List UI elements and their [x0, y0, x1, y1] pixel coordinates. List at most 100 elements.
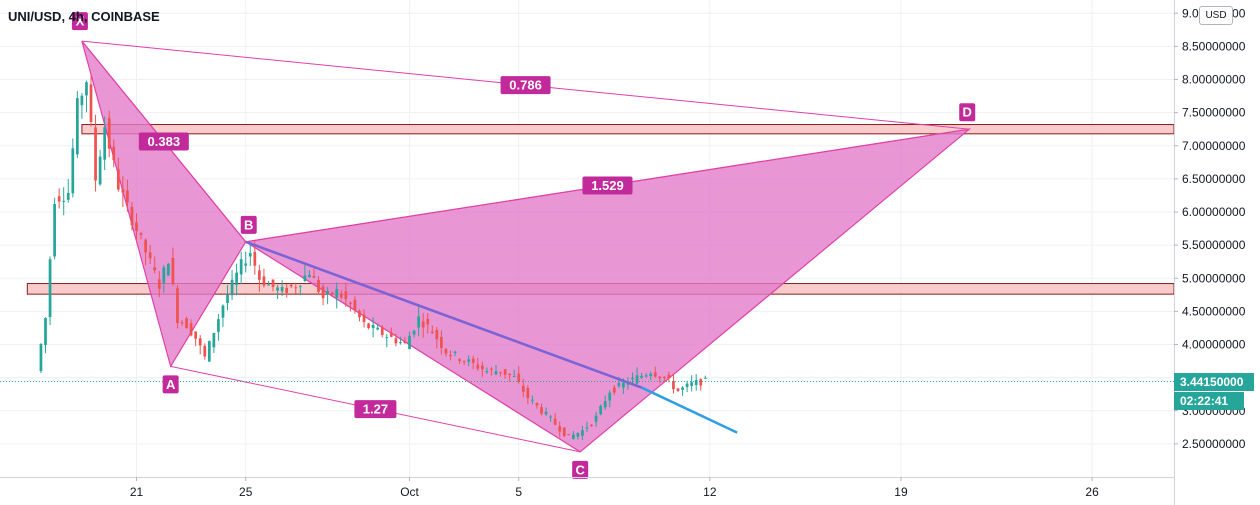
candle-body: [285, 287, 289, 293]
candle-body: [135, 222, 138, 232]
candle-body: [685, 383, 689, 388]
candle-body: [490, 368, 493, 370]
candle-body: [571, 434, 575, 439]
candle-body: [376, 327, 380, 330]
trendline-purple: [245, 240, 643, 389]
candle-body: [585, 427, 589, 429]
y-tick-label: 6.50000000: [1182, 172, 1246, 186]
point-label-c-text: C: [575, 462, 585, 477]
candle-body: [198, 338, 202, 346]
point-label-b-box: [240, 215, 257, 234]
candle-body: [389, 332, 393, 337]
candle-body: [171, 257, 175, 285]
candle-body: [66, 192, 70, 200]
pattern-triangle-xab: [81, 40, 247, 368]
candle-body: [458, 359, 461, 361]
candle-body: [98, 156, 102, 185]
candle-body: [44, 317, 47, 346]
last-price-label: 3.44150000: [1174, 372, 1254, 391]
candle-body: [303, 275, 307, 281]
candle-body: [335, 289, 339, 298]
candle-body: [380, 327, 384, 335]
candle-body: [344, 291, 348, 300]
candle-body: [435, 329, 439, 340]
candle-body: [221, 305, 225, 318]
candle-body: [139, 232, 143, 235]
candle-body: [371, 324, 375, 329]
currency-button[interactable]: USD: [1199, 6, 1233, 25]
candle-body: [558, 426, 562, 432]
candle-body: [417, 316, 421, 328]
ratio-label: 1.27: [354, 400, 397, 419]
candle-body: [39, 343, 43, 372]
candle-body: [517, 373, 521, 382]
candle-body: [426, 318, 430, 325]
x-tick-label: 25: [239, 485, 253, 499]
candle-body: [339, 293, 343, 298]
ratio-label: 0.786: [500, 76, 551, 95]
candle-body: [531, 399, 534, 401]
candle-body: [608, 392, 612, 401]
candle-body: [157, 279, 161, 289]
point-label-a-text: A: [166, 377, 176, 392]
candle-body: [153, 267, 157, 271]
candle-body: [549, 416, 552, 418]
candle-body: [440, 336, 443, 348]
candle-body: [130, 206, 134, 226]
candle-body: [594, 415, 598, 422]
y-tick-label: 4.00000000: [1182, 338, 1246, 352]
candle-body: [653, 372, 657, 377]
candle-body: [599, 405, 603, 415]
point-label-a: A: [162, 375, 179, 394]
y-tick-label: 7.50000000: [1182, 106, 1246, 120]
candle-body: [703, 377, 707, 379]
candle-body: [694, 379, 698, 386]
candle-body: [230, 279, 234, 296]
candle-body: [180, 322, 184, 324]
ratio-label: 1.529: [582, 176, 633, 195]
candle-body: [189, 323, 193, 336]
candle-body: [494, 371, 498, 375]
candle-body: [385, 337, 389, 339]
candle-body: [148, 252, 152, 259]
trendline-blue: [641, 386, 738, 434]
candle-body: [622, 382, 625, 388]
candle-body: [626, 383, 630, 385]
candle-body: [353, 299, 357, 311]
x-tick-label: 26: [1085, 485, 1099, 499]
x-tick-label: 21: [130, 485, 144, 499]
y-tick-label: 8.00000000: [1182, 73, 1246, 87]
candle-body: [462, 361, 466, 363]
candle-body: [676, 388, 680, 392]
candle-body: [471, 358, 475, 363]
candle-body: [103, 127, 107, 160]
candle-body: [53, 203, 56, 257]
candle-body: [280, 286, 284, 292]
candle-body: [166, 263, 170, 276]
candle-body: [162, 267, 166, 284]
harmonic-pattern: [81, 40, 972, 453]
candle-body: [681, 387, 684, 390]
trendlines: [0, 240, 1174, 434]
candle-body: [85, 82, 88, 96]
ratio-label-text: 0.383: [148, 134, 181, 149]
candle-body: [185, 318, 188, 329]
ratio-label-box: [138, 132, 189, 151]
candle-body: [326, 291, 329, 294]
pattern-labels: X A B C D 0.383 1.27 1.529 0.786: [71, 12, 976, 479]
candle-body: [116, 169, 120, 190]
candle-body: [658, 376, 662, 379]
point-label-x-text: X: [76, 14, 85, 29]
y-tick-label: 2.50000000: [1182, 437, 1246, 451]
price-zone: [81, 124, 1175, 135]
candle-body: [521, 385, 525, 392]
candle-body: [262, 276, 266, 286]
candle-body: [526, 388, 530, 399]
candle-body: [349, 302, 352, 304]
candle-body: [612, 387, 616, 393]
candle-body: [467, 359, 471, 362]
candle-body: [321, 286, 325, 299]
candle-body: [635, 375, 639, 384]
candle-body: [394, 338, 398, 344]
